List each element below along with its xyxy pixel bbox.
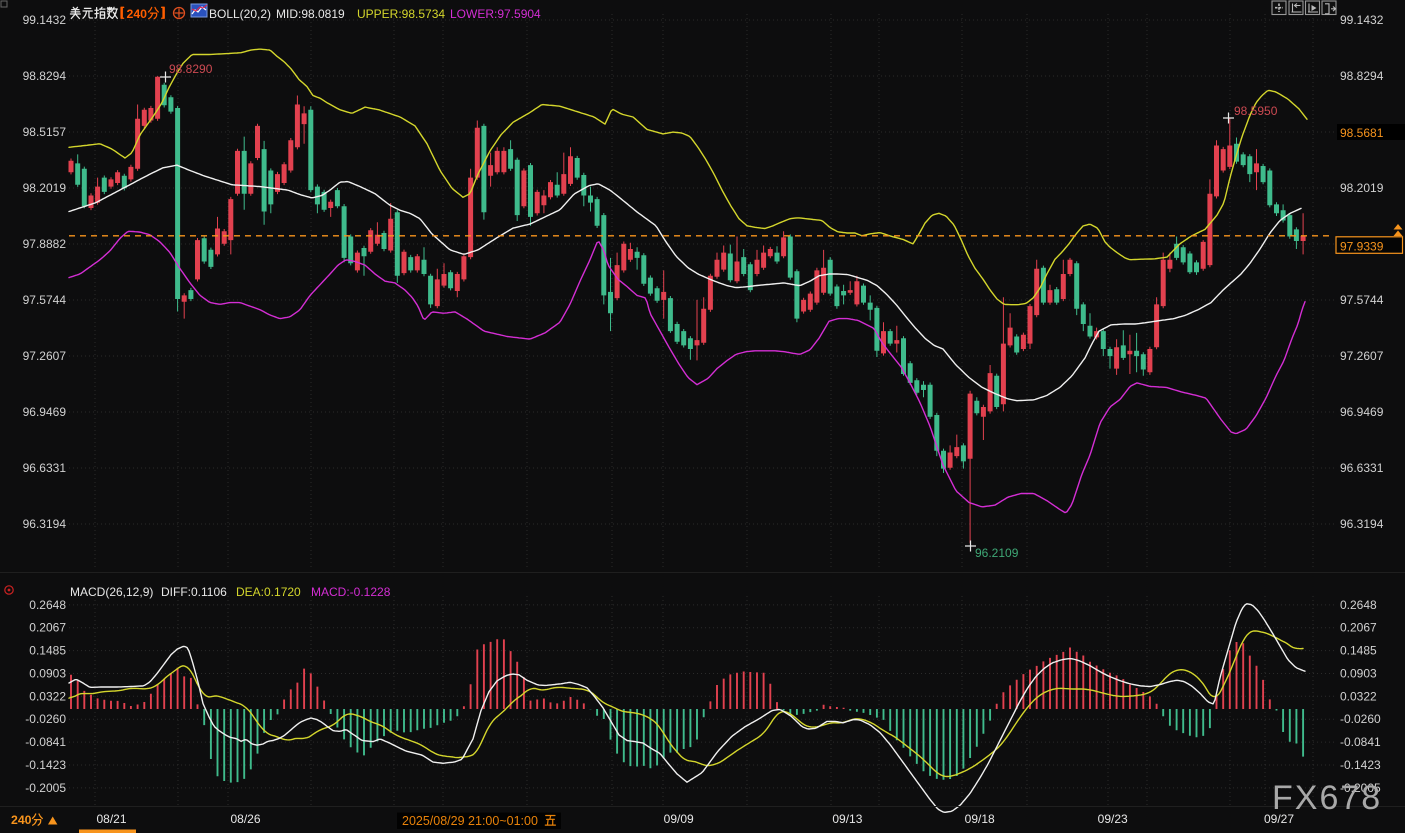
svg-text:98.8290: 98.8290: [169, 62, 213, 76]
svg-text:0.0322: 0.0322: [1340, 689, 1377, 703]
svg-text:-0.0841: -0.0841: [1340, 735, 1381, 749]
svg-text:-0.2005: -0.2005: [25, 781, 66, 795]
svg-text:-0.2005: -0.2005: [1340, 781, 1381, 795]
svg-text:UPPER:98.5734: UPPER:98.5734: [357, 7, 445, 21]
svg-text:BOLL(20,2): BOLL(20,2): [209, 7, 271, 21]
svg-text:FX678: FX678: [1272, 779, 1382, 817]
svg-text:0.0322: 0.0322: [29, 689, 66, 703]
svg-text:-0.0260: -0.0260: [1340, 712, 1381, 726]
svg-text:97.2607: 97.2607: [1340, 349, 1384, 363]
svg-text:0.0903: 0.0903: [1340, 666, 1377, 680]
svg-text:97.8882: 97.8882: [23, 237, 67, 251]
svg-text:96.2109: 96.2109: [975, 546, 1019, 560]
svg-text:240: 240: [127, 7, 148, 21]
svg-text:MACD(26,12,9): MACD(26,12,9): [70, 585, 153, 599]
svg-text:98.2019: 98.2019: [1340, 181, 1384, 195]
svg-text:96.3194: 96.3194: [23, 517, 67, 531]
svg-text:98.5681: 98.5681: [1340, 126, 1384, 140]
svg-text:09/13: 09/13: [832, 812, 862, 826]
svg-text:97.5744: 97.5744: [23, 293, 67, 307]
svg-text:98.8294: 98.8294: [23, 69, 67, 83]
svg-text:97.2607: 97.2607: [23, 349, 67, 363]
svg-text:MACD:-0.1228: MACD:-0.1228: [311, 585, 391, 599]
svg-text:-0.0841: -0.0841: [25, 735, 66, 749]
svg-text:DIFF:0.1106: DIFF:0.1106: [161, 585, 227, 599]
svg-text:96.9469: 96.9469: [23, 405, 67, 419]
svg-text:09/27: 09/27: [1264, 812, 1294, 826]
svg-text:-0.1423: -0.1423: [1340, 758, 1381, 772]
svg-text:09/18: 09/18: [965, 812, 995, 826]
svg-text:98.8294: 98.8294: [1340, 69, 1384, 83]
svg-text:96.9469: 96.9469: [1340, 405, 1384, 419]
svg-text:97.5744: 97.5744: [1340, 293, 1384, 307]
svg-text:0.1485: 0.1485: [29, 644, 66, 658]
svg-text:99.1432: 99.1432: [1340, 13, 1384, 27]
svg-text:98.2019: 98.2019: [23, 181, 67, 195]
svg-text:09/23: 09/23: [1098, 812, 1128, 826]
svg-text:LOWER:97.5904: LOWER:97.5904: [450, 7, 541, 21]
svg-text:DEA:0.1720: DEA:0.1720: [236, 585, 301, 599]
svg-text:98.5950: 98.5950: [1234, 104, 1278, 118]
svg-text:0.1485: 0.1485: [1340, 644, 1377, 658]
svg-text:09/09: 09/09: [664, 812, 694, 826]
svg-text:MID:98.0819: MID:98.0819: [276, 7, 345, 21]
svg-text:96.6331: 96.6331: [23, 461, 67, 475]
svg-text:08/26: 08/26: [230, 812, 260, 826]
svg-text:96.6331: 96.6331: [1340, 461, 1384, 475]
svg-text:0.2648: 0.2648: [1340, 598, 1377, 612]
svg-text:0.2067: 0.2067: [1340, 621, 1377, 635]
svg-text:-0.1423: -0.1423: [25, 758, 66, 772]
svg-text:0.2648: 0.2648: [29, 598, 66, 612]
svg-text:2025/08/29 21:00~01:00: 2025/08/29 21:00~01:00: [402, 814, 538, 828]
svg-text:99.1432: 99.1432: [23, 13, 67, 27]
svg-text:08/21: 08/21: [96, 812, 126, 826]
svg-text:96.3194: 96.3194: [1340, 517, 1384, 531]
svg-text:0.0903: 0.0903: [29, 666, 66, 680]
svg-text:240: 240: [11, 813, 32, 827]
svg-text:0.2067: 0.2067: [29, 621, 66, 635]
svg-text:98.5157: 98.5157: [23, 125, 67, 139]
svg-text:-0.0260: -0.0260: [25, 712, 66, 726]
svg-text:97.9339: 97.9339: [1340, 240, 1384, 254]
